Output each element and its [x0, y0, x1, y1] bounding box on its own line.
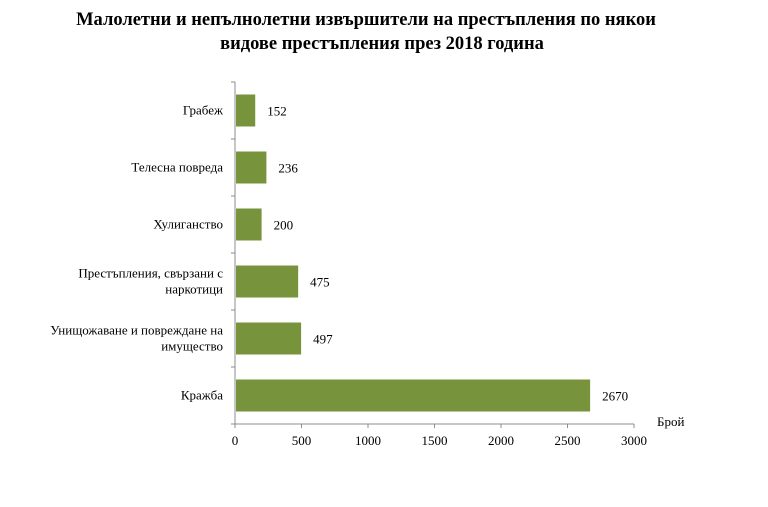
data-label: 2670: [602, 389, 628, 404]
bar: [236, 379, 591, 412]
category-label-line: Хулиганство: [153, 217, 223, 232]
chart-title-line-1: Малолетни и непълнолетни извършители на …: [76, 10, 656, 30]
data-label: 497: [313, 332, 333, 347]
bar: [236, 208, 262, 241]
bar: [236, 265, 299, 298]
category-label: Кражба: [181, 388, 223, 403]
category-label-line: Престъпления, свързани с: [78, 266, 223, 281]
bar: [236, 151, 267, 184]
data-label: 236: [278, 161, 298, 176]
category-label: Унищожаване и повреждане на имущество: [50, 323, 223, 354]
bar: [236, 94, 256, 127]
x-tick-label: 1500: [422, 433, 448, 448]
x-tick-label: 2500: [555, 433, 581, 448]
data-label: 152: [267, 104, 287, 119]
category-label: Телесна повреда: [131, 160, 223, 175]
bar: [236, 322, 302, 355]
chart-title-line-2: видове престъпления през 2018 година: [220, 34, 544, 54]
x-tick-label: 2000: [488, 433, 514, 448]
x-tick-label: 3000: [621, 433, 647, 448]
data-label: 475: [310, 275, 330, 290]
category-label-line: наркотици: [165, 282, 223, 297]
category-label-line: Унищожаване и повреждане на: [50, 323, 223, 338]
category-label: Престъпления, свързани с наркотици: [78, 266, 223, 297]
category-label: Грабеж: [183, 103, 224, 118]
category-label-line: имущество: [161, 339, 223, 354]
category-label-line: Кражба: [181, 388, 223, 403]
category-label: Хулиганство: [153, 217, 223, 232]
x-tick-label: 500: [292, 433, 312, 448]
category-label-line: Телесна повреда: [131, 160, 223, 175]
x-tick-label: 0: [232, 433, 239, 448]
x-tick-label: 1000: [355, 433, 381, 448]
data-label: 200: [274, 218, 294, 233]
x-axis-title: Брой: [657, 414, 684, 429]
category-label-line: Грабеж: [183, 103, 224, 118]
chart-title: Малолетни и непълнолетни извършители на …: [0, 8, 768, 56]
